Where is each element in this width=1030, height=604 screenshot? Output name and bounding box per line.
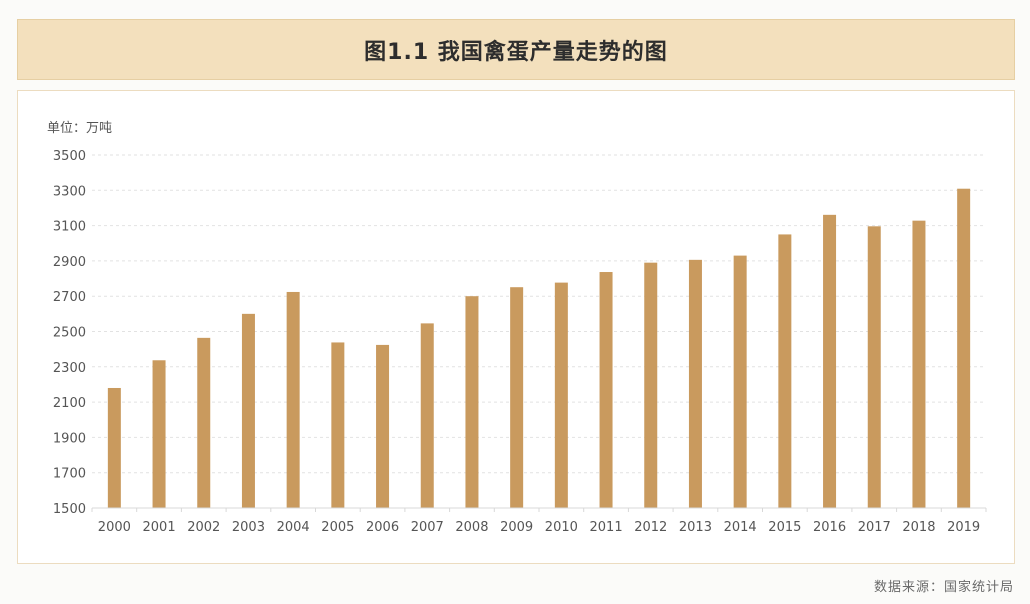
x-axis-ticks: 2000 2001 2002 2003 2004 2005 2006 2007 2008 2009… <box>91 508 987 535</box>
x-tick-label: 2003 <box>232 520 265 535</box>
y-tick-label: 3300 <box>53 184 86 199</box>
gridlines <box>92 154 986 474</box>
x-tick-label: 2017 <box>858 520 891 535</box>
x-tick-label: 2015 <box>768 520 801 535</box>
x-tick-label: 2018 <box>902 520 935 535</box>
bar-2010 <box>554 282 568 508</box>
bar-2018 <box>912 220 926 508</box>
y-axis-ticks: 1500 1700 1900 2100 2300 2500 2700 2900 3100 3300… <box>53 149 86 517</box>
x-tick-label: 2012 <box>634 520 667 535</box>
y-tick-label: 2300 <box>53 361 86 376</box>
y-tick-label: 2100 <box>53 396 86 411</box>
x-tick-label: 2013 <box>679 520 712 535</box>
x-tick-label: 2005 <box>321 520 354 535</box>
x-tick-label: 2009 <box>500 520 533 535</box>
y-tick-label: 1500 <box>53 502 86 517</box>
bar-2012 <box>644 262 658 508</box>
bar-chart: 单位：万吨 1500 1700 1900 2100 2300 2500 2700 2900 31… <box>47 121 987 535</box>
bar-2019 <box>957 188 971 509</box>
data-source-note: 数据来源：国家统计局 <box>873 580 1014 595</box>
bar-2004 <box>286 291 300 508</box>
x-tick-label: 2002 <box>187 520 220 535</box>
bar-2016 <box>823 214 837 508</box>
x-tick-label: 2014 <box>724 520 757 535</box>
chart-title: 图1.1 我国禽蛋产量走势的图 <box>364 39 668 65</box>
y-tick-label: 3100 <box>53 220 86 235</box>
x-tick-label: 2007 <box>411 520 444 535</box>
y-tick-label: 1900 <box>53 431 86 446</box>
bar-2014 <box>733 255 747 508</box>
bar-2007 <box>420 323 434 508</box>
bar-2013 <box>688 259 702 508</box>
bar-2006 <box>376 344 390 508</box>
x-tick-label: 2019 <box>947 520 980 535</box>
y-axis-unit-label: 单位：万吨 <box>47 121 112 136</box>
x-tick-label: 2000 <box>98 520 131 535</box>
y-tick-label: 2900 <box>53 255 86 270</box>
x-tick-label: 2001 <box>143 520 176 535</box>
x-tick-label: 2011 <box>590 520 623 535</box>
y-tick-label: 1700 <box>53 467 86 482</box>
x-tick-label: 2016 <box>813 520 846 535</box>
bars <box>107 188 971 509</box>
bar-2008 <box>465 296 479 508</box>
chart-panel: 单位：万吨 1500 1700 1900 2100 2300 2500 2700 2900 31… <box>17 90 1015 564</box>
bar-2003 <box>241 313 255 508</box>
bar-2001 <box>152 360 166 508</box>
bar-2002 <box>197 337 211 508</box>
bar-2005 <box>331 342 345 508</box>
bar-2009 <box>510 287 524 508</box>
bar-2000 <box>107 387 121 508</box>
x-tick-label: 2010 <box>545 520 578 535</box>
bar-2011 <box>599 272 613 508</box>
x-tick-label: 2006 <box>366 520 399 535</box>
y-tick-label: 2500 <box>53 326 86 341</box>
y-tick-label: 3500 <box>53 149 86 164</box>
y-tick-label: 2700 <box>53 290 86 305</box>
x-tick-label: 2004 <box>277 520 310 535</box>
bar-2017 <box>867 226 881 508</box>
bar-2015 <box>778 234 792 509</box>
chart-title-bar: 图1.1 我国禽蛋产量走势的图 <box>17 19 1015 80</box>
x-tick-label: 2008 <box>455 520 488 535</box>
